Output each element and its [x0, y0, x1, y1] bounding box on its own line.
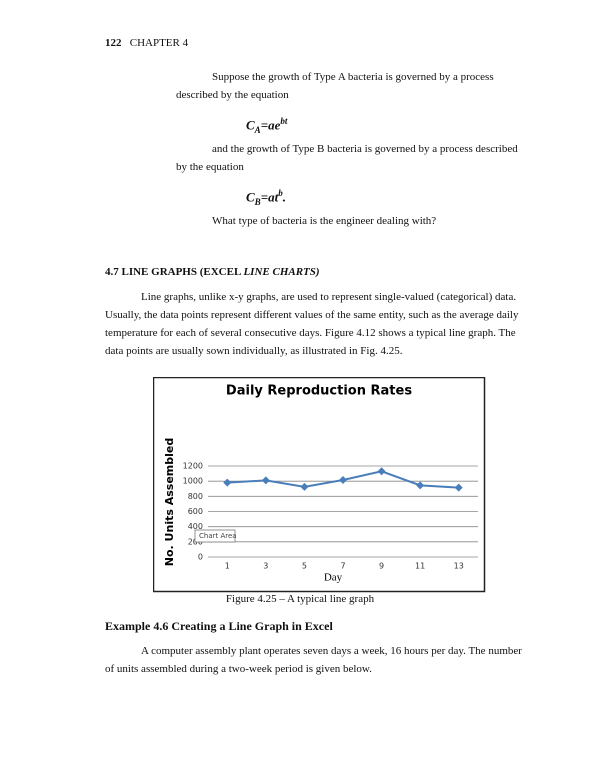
y-tick-label: 1000 [183, 477, 203, 486]
page-number: 122 [105, 37, 122, 49]
data-marker [416, 481, 425, 490]
equation: CA=aebt [246, 112, 287, 139]
paragraph: and the growth of Type B bacteria is gov… [176, 143, 518, 173]
y-axis-label: No. Units Assembled [163, 438, 176, 566]
chapter: CHAPTER 4 [129, 37, 189, 49]
data-marker [377, 467, 386, 476]
x-tick-label: 5 [302, 562, 307, 571]
x-axis-label: Day [324, 572, 343, 584]
eq-sub: B [254, 196, 261, 207]
running-header: 122 CHAPTER 4 [105, 34, 188, 52]
data-marker [223, 478, 232, 487]
tooltip-box [194, 529, 236, 543]
eq-part: C [246, 189, 255, 205]
eq-part: =ae [260, 117, 281, 133]
data-marker [454, 483, 463, 492]
y-tick-label: 800 [188, 492, 203, 501]
x-tick-label: 9 [379, 562, 384, 571]
chart: Daily Reproduction Rates No. Units Assem… [153, 377, 486, 593]
caption: Figure 4.25 – A typical line graph [225, 593, 375, 605]
section-heading: 4.7 LINE GRAPHS (EXCEL LINE CHARTS) [105, 263, 320, 281]
x-tick-label: 11 [415, 562, 425, 571]
chart-title: Daily Reproduction Rates [226, 384, 412, 399]
heading-text: 4.7 LINE GRAPHS (EXCEL [105, 266, 244, 278]
data-marker [300, 482, 309, 491]
data-marker [261, 476, 270, 485]
heading-italic: LINE CHARTS) [243, 266, 320, 278]
x-tick-label: 13 [454, 562, 464, 571]
y-tick-label: 400 [188, 522, 203, 531]
y-tick-label: 600 [188, 507, 203, 516]
eq-sup: bt [280, 116, 288, 126]
paragraph: A computer assembly plant operates seven… [105, 645, 522, 675]
eq-part: C [246, 117, 255, 133]
eq-part: . [282, 189, 286, 205]
x-tick-label: 1 [225, 562, 230, 571]
question: What type of bacteria is the engineer de… [212, 215, 437, 227]
y-tick-label: 0 [198, 553, 203, 562]
y-tick-label: 1200 [183, 462, 203, 471]
data-marker [339, 476, 347, 485]
x-tick-label: 3 [263, 562, 268, 571]
example-heading: Example 4.6 Creating a Line Graph in Exc… [105, 619, 333, 633]
eq-part: =at [260, 189, 279, 205]
tooltip: Chart Area [199, 532, 237, 540]
eq-sup: b [278, 188, 283, 198]
eq-sub: A [254, 124, 261, 135]
x-tick-label: 7 [340, 562, 345, 571]
paragraph: Suppose the growth of Type A bacteria is… [176, 71, 494, 101]
equation: CB=atb. [246, 184, 286, 211]
paragraph: Line graphs, unlike x-y graphs, are used… [105, 291, 519, 357]
